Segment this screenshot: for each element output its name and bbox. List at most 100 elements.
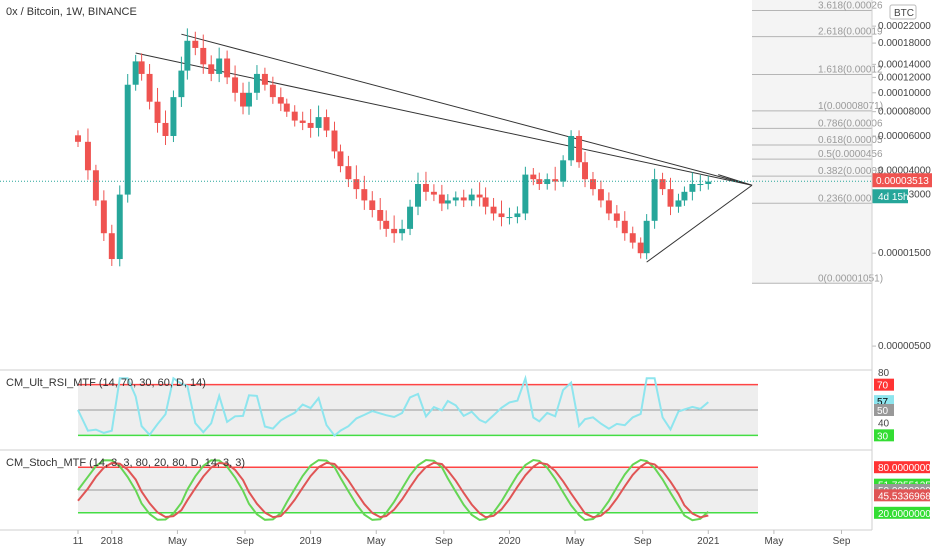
candle-body [675,200,682,207]
candle-body [154,101,161,123]
candle-body [482,197,489,207]
stoch-value-tag [874,506,930,519]
candle-body [490,206,497,214]
time-tick-label: 2021 [697,536,720,547]
candle-body [216,58,223,74]
candle-body [498,213,505,218]
time-tick-label: 2020 [498,536,521,547]
last-price-label: 0.00003513 [876,176,929,187]
candle-body [138,61,145,74]
time-axis[interactable]: 11 2018 May Sep 2019 May Sep 2020 May Sep 2021 May S… [73,530,851,547]
candle-body [568,135,575,161]
candle-body [629,233,636,243]
candle-body [208,64,215,74]
trendline [718,174,753,186]
candle-body [307,122,314,128]
candle-body [369,200,376,211]
candle-body [162,122,169,136]
time-tick-label: May [764,536,783,547]
candle-body [415,184,421,207]
candle-body [337,151,344,167]
candle-body [184,40,191,71]
candle-body [100,200,107,234]
price-tick-label: 0.00010000 [878,88,931,99]
candle-body [116,194,123,260]
candle-body [422,184,429,192]
candle-body [291,111,298,121]
fib-level-label: 0(0.00001051) [818,273,883,284]
time-tick-label: 2019 [300,536,323,547]
stoch-pane[interactable]: 80.0000000051.7355125650.0000000045.5336… [77,458,932,522]
price-tick-label: 0.00008000 [878,107,931,118]
candle-body [468,194,475,201]
candle-body [84,141,91,171]
candle-body [200,47,207,65]
candle-body [689,184,696,192]
fibonacci-extension: 3.618(0.00026 2.618(0.00019 1.618(0.00012 1… [752,0,883,284]
fib-level-label: 1.618(0.00012 [818,65,883,76]
fib-background [752,0,872,284]
candle-body [637,242,644,254]
time-tick-label: 2018 [101,536,124,547]
candle-body [75,135,81,142]
candle-body [345,166,352,180]
countdown-label: 4d 15h [878,192,909,203]
price-tick-label: 0.00000500 [878,341,931,352]
price-axis[interactable]: 0.00022000 0.00018000 0.00014000 0.00012000… [0,21,932,352]
stoch-k-line [77,458,709,522]
candle-body [552,179,559,182]
candle-body [438,194,445,204]
candle-body [522,174,529,214]
currency-badge[interactable] [889,4,917,20]
candle-body [170,97,177,136]
fib-level-label: 3.618(0.00026 [818,1,883,12]
last-price-tag [872,173,932,188]
candle-body [315,117,322,128]
candle-body [146,73,153,102]
candle-body [277,97,284,104]
triangle-trendlines [135,33,753,263]
price-pane[interactable] [0,0,872,370]
fib-level-label: 0.236(0.00002 [818,193,883,204]
candle-body [651,179,658,221]
candle-body [530,174,537,180]
rsi-value-label: 30 [877,431,889,442]
stoch-value-label: 20.00000000 [878,509,932,520]
candle-body [430,191,437,195]
candle-body [323,117,330,131]
rsi-tick-label: 40 [878,419,890,430]
rsi-value-tag [874,378,894,391]
candle-body [576,135,583,163]
candle-body [246,92,252,107]
price-tick-label: 0.00018000 [878,38,931,49]
candle-body [659,179,666,190]
candle-body [192,40,199,48]
candle-body [399,228,406,234]
candle-body [407,206,414,229]
time-tick-label: Sep [634,536,652,547]
fib-level-label: 0.382(0.00003 [818,166,883,177]
rsi-value-tag [874,404,894,416]
candle-body [108,233,115,260]
candle-body [506,217,513,219]
stoch-value-label: 80.00000000 [878,463,932,474]
rsi-value-label: 70 [877,381,889,392]
candle-body [92,170,99,201]
price-tick-label: 0.00012000 [878,72,931,83]
time-tick-label: May [168,536,187,547]
candle-body [681,191,688,201]
fib-level-label: 2.618(0.00019 [818,27,883,38]
countdown-tag [872,189,908,204]
candle-body [361,189,368,201]
price-tick-label: 0.00014000 [878,59,931,70]
stoch-value-tag [874,489,930,502]
candles [75,28,712,267]
time-tick-label: Sep [833,536,851,547]
candle-body [589,179,596,190]
trendline [646,184,753,263]
price-tick-label: 0.00001500 [878,248,931,259]
candle-body [261,73,268,85]
rsi-tick-label: 80 [878,368,890,379]
